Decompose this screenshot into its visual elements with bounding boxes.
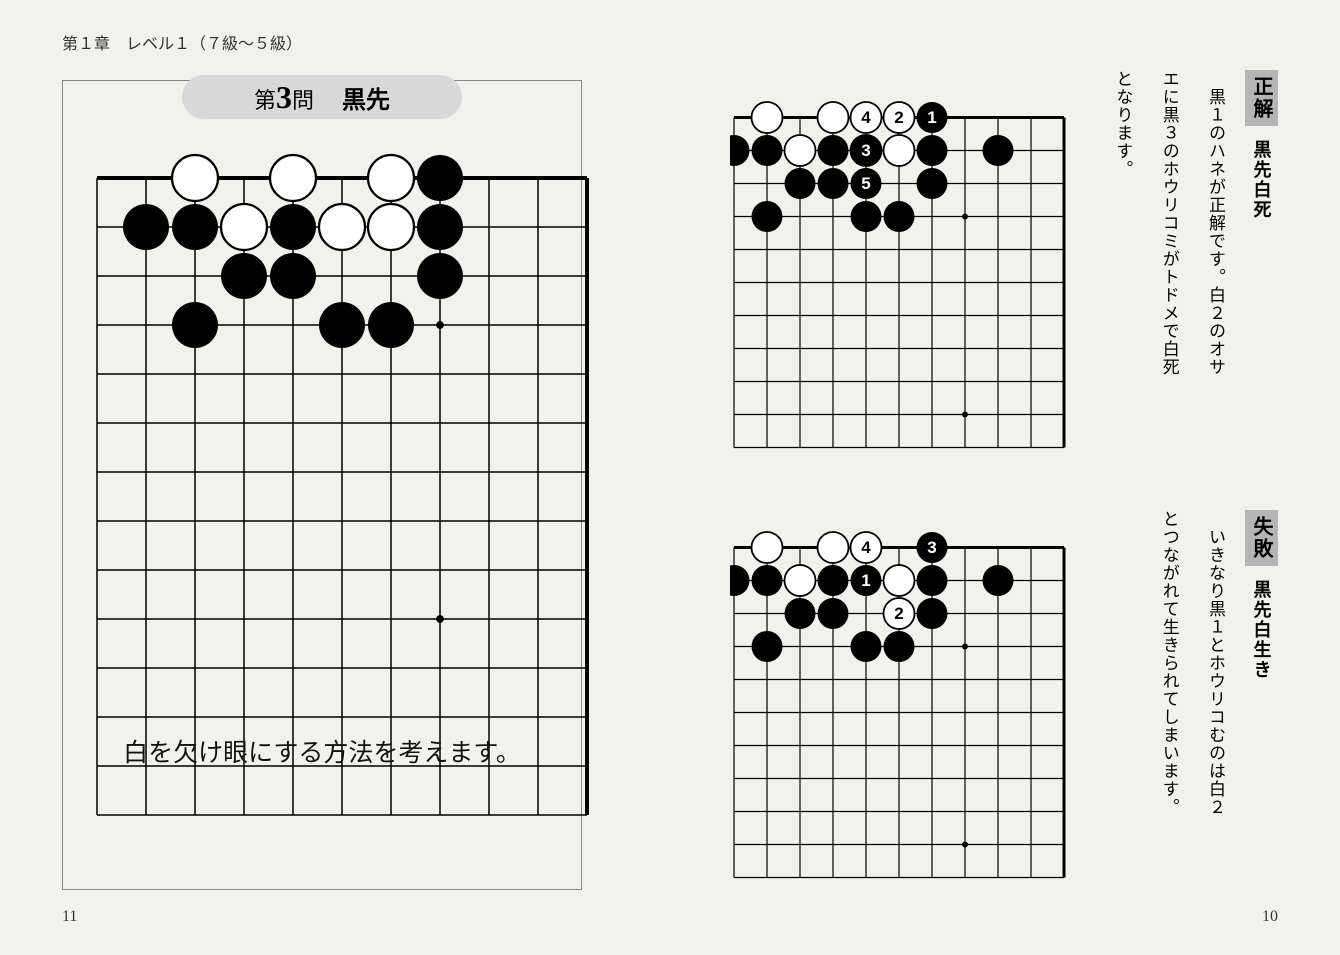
problem-board [93, 153, 612, 819]
correct-body-line1: 黒１のハネが正解です。白２のオサ [1199, 70, 1231, 376]
problem-side: 黒先 [342, 80, 390, 115]
page-number-left: 11 [62, 908, 77, 926]
correct-body-line2: エに黒３のホウリコミがトドメで白死 [1152, 70, 1184, 376]
correct-subhead: 黒先白死 [1249, 140, 1275, 220]
correct-heading: 正解 [1245, 70, 1278, 126]
svg-text:4: 4 [861, 108, 871, 127]
chapter-header: 第１章 レベル１（７級～５級） [62, 30, 302, 54]
page-spread: 第１章 レベル１（７級～５級） 第3問 黒先 白を欠け眼にする方法を考えます。 … [0, 0, 1340, 955]
svg-text:4: 4 [861, 538, 871, 557]
correct-board: 1 2 4 3 5 [730, 100, 1082, 452]
svg-text:2: 2 [894, 108, 903, 127]
svg-text:3: 3 [861, 141, 870, 160]
failure-board: 3 4 1 2 [730, 530, 1082, 882]
failure-solution-text: 失敗 黒先白生き いきなり黒１とホウリコむのは白２ とつながれて生きられてしまい… [1152, 510, 1278, 816]
svg-text:1: 1 [927, 108, 936, 127]
correct-solution-text: 正解 黒先白死 黒１のハネが正解です。白２のオサ エに黒３のホウリコミがトドメで… [1106, 70, 1278, 376]
problem-frame: 第3問 黒先 白を欠け眼にする方法を考えます。 [62, 80, 582, 890]
failure-heading: 失敗 [1245, 510, 1278, 566]
svg-text:2: 2 [894, 604, 903, 623]
svg-text:1: 1 [861, 571, 870, 590]
correct-body-line3: となります。 [1106, 70, 1138, 376]
svg-text:5: 5 [861, 174, 870, 193]
problem-caption: 白を欠け眼にする方法を考えます。 [63, 733, 581, 769]
failure-body-line1: いきなり黒１とホウリコむのは白２ [1199, 510, 1231, 816]
problem-title-pill: 第3問 黒先 [182, 75, 462, 119]
failure-subhead: 黒先白生き [1249, 580, 1275, 680]
problem-number: 第3問 [254, 79, 314, 116]
svg-text:3: 3 [927, 538, 936, 557]
page-number-right: 10 [1262, 908, 1278, 926]
failure-body-line2: とつながれて生きられてしまいます。 [1152, 510, 1184, 816]
